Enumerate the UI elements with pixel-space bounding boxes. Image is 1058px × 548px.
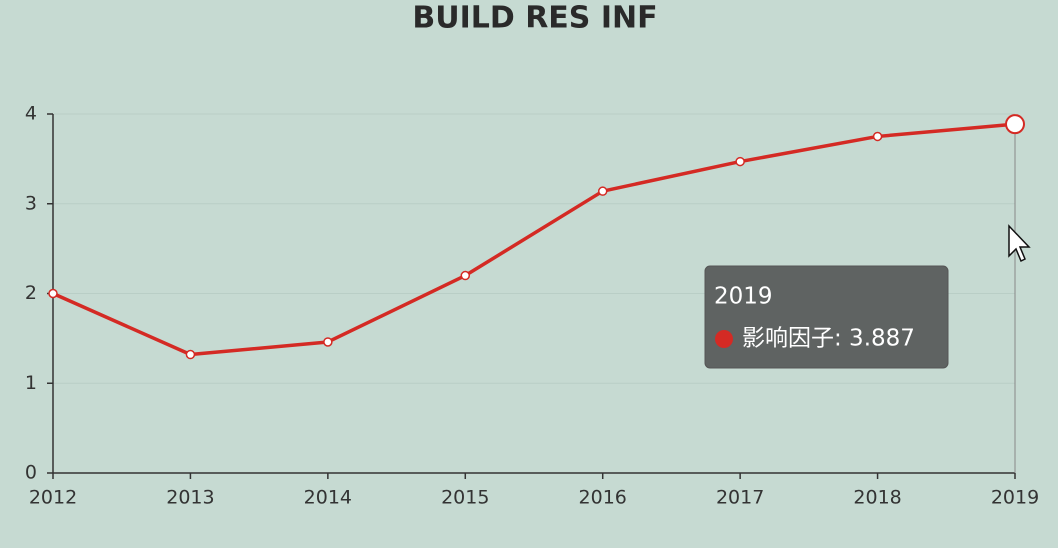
point [1005,114,1025,135]
point [597,186,608,196]
y-tick-label: 1 [25,372,37,394]
y-tick-label: 3 [25,192,37,214]
point [323,337,333,347]
chart-title: BUILD RES INF [412,1,657,36]
tooltip-marker [715,330,733,348]
x-tick-label: 2018 [853,487,901,509]
tooltip: 2019 影响因子: 3.887 [704,265,949,369]
tooltip-box [704,265,949,369]
x-tick-label: 2014 [304,487,352,509]
x-tick-label: 2013 [166,487,214,509]
point [185,349,196,360]
point [735,156,745,167]
point [48,288,58,299]
y-tick-label: 4 [25,103,37,125]
y-tick-label: 0 [25,462,37,484]
x-tick-label: 2016 [579,487,627,509]
x-tick-label: 2019 [991,487,1039,509]
point [872,131,883,142]
cursor [1008,224,1031,263]
y-tick-label: 2 [25,282,37,304]
x-tick-label: 2015 [441,487,489,509]
point [460,270,471,281]
x-tick-label: 2012 [29,487,77,509]
tooltip-title: 2019 [714,284,773,310]
line [52,122,1016,357]
x-tick-label: 2017 [716,487,764,509]
tooltip-text: 影响因子: 3.887 [742,326,915,352]
